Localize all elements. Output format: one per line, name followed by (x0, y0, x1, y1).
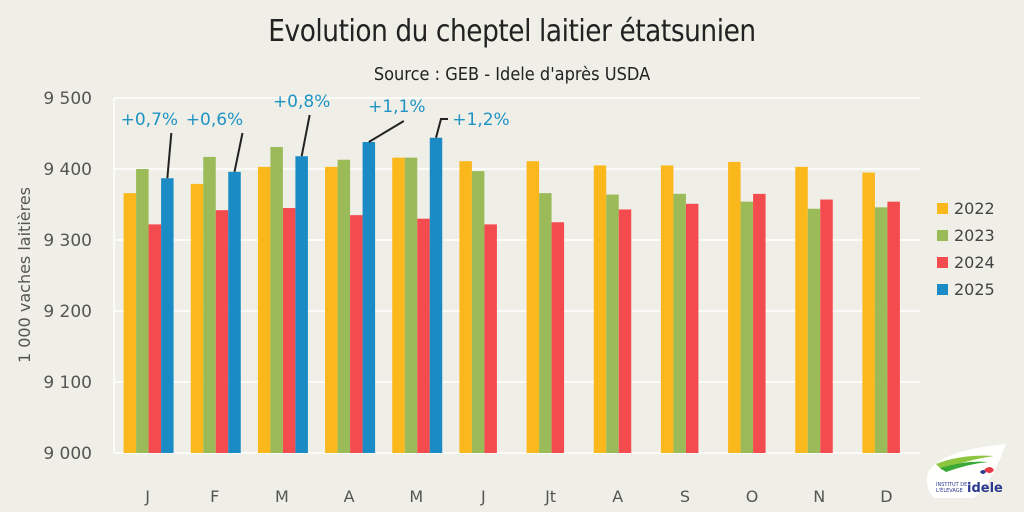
legend-swatch-2022 (937, 203, 948, 214)
annotation-leader-line (300, 114, 311, 157)
bar-2024-10 (820, 199, 833, 453)
x-tick-label: N (813, 487, 825, 506)
x-tick-label: M (275, 487, 289, 506)
bar-2024-11 (887, 201, 900, 453)
bar-2022-11 (862, 172, 875, 454)
bar-2024-4 (417, 218, 430, 453)
bar-2023-0 (136, 169, 149, 453)
bar-2022-5 (459, 161, 472, 453)
x-tick-label: D (880, 487, 892, 506)
bar-2023-1 (203, 156, 216, 453)
y-tick-label: 9 500 (43, 89, 92, 109)
bar-2024-3 (350, 215, 363, 453)
idele-logo: INSTITUT DE L'ÉLEVAGE idele (926, 444, 1006, 498)
legend: 2022 2023 2024 2025 (937, 199, 995, 299)
bar-2024-0 (148, 224, 162, 453)
bar-2022-0 (123, 193, 137, 453)
bar-2022-1 (190, 183, 204, 453)
bar-2023-10 (807, 208, 821, 453)
bar-2025-4 (429, 137, 443, 453)
bar-2025-1 (228, 171, 241, 453)
bar-2023-3 (337, 159, 351, 453)
x-tick-label: F (210, 487, 219, 506)
legend-label: 2025 (954, 280, 995, 299)
y-tick-label: 9 000 (43, 444, 92, 464)
x-tick-label: M (409, 487, 423, 506)
bar-2022-9 (728, 161, 741, 453)
logo-text-line2: L'ÉLEVAGE (936, 486, 963, 494)
bar-2024-5 (484, 224, 497, 453)
y-tick-label: 9 200 (43, 302, 92, 322)
bar-2023-11 (874, 207, 888, 453)
bar-2022-4 (392, 157, 405, 453)
bar-2024-1 (215, 210, 229, 453)
bar-2023-6 (539, 193, 552, 453)
y-axis-ticks: 9 000 9 100 9 200 9 300 9 400 9 500 (43, 89, 92, 464)
chart-title: Evolution du cheptel laitier étatsunien (268, 14, 756, 49)
bar-2023-7 (606, 194, 619, 453)
x-tick-label: Jt (544, 487, 556, 506)
legend-swatch-2025 (937, 284, 948, 295)
annotation-label: +1,1% (368, 97, 425, 117)
bar-2022-6 (526, 161, 540, 453)
bar-2023-4 (404, 157, 418, 453)
legend-label: 2024 (954, 253, 995, 272)
bar-2024-2 (282, 208, 296, 453)
annotation-leader-line (233, 132, 244, 173)
annotation-label: +1,2% (452, 110, 509, 130)
logo-brand: idele (967, 481, 1003, 496)
bar-2023-2 (270, 146, 283, 454)
annotation-label: +0,7% (121, 110, 178, 130)
x-tick-label: A (344, 487, 355, 506)
gridlines (113, 97, 920, 454)
x-tick-label: J (144, 487, 150, 506)
annotation-leader-line (435, 118, 448, 139)
annotation-leader-line (368, 120, 405, 143)
chart-subtitle: Source : GEB - Idele d'après USDA (373, 64, 651, 85)
bar-2023-9 (740, 201, 754, 453)
x-tick-label: A (612, 487, 623, 506)
legend-swatch-2024 (937, 257, 948, 268)
bar-2024-6 (551, 222, 565, 453)
x-tick-label: O (746, 487, 759, 506)
logo-text-line1: INSTITUT DE (936, 482, 967, 488)
bar-2022-3 (325, 166, 338, 453)
annotation-label: +0,6% (186, 110, 243, 130)
bar-2022-7 (593, 165, 607, 453)
y-tick-label: 9 100 (43, 373, 92, 393)
bar-2023-5 (471, 171, 485, 453)
bars (123, 137, 900, 454)
legend-swatch-2023 (937, 230, 948, 241)
bar-2025-2 (295, 156, 308, 453)
annotation-label: +0,8% (273, 92, 330, 112)
y-axis-label: 1 000 vaches laitières (15, 187, 34, 363)
annotation-leader-line (166, 132, 173, 179)
x-tick-label: S (680, 487, 690, 506)
x-axis-labels: J F M A M J Jt A S O N D (144, 487, 892, 506)
annotations: +0,7% +0,6% +0,8% +1,1% +1,2% (121, 92, 510, 179)
bar-2024-9 (753, 193, 766, 453)
bar-2022-8 (660, 165, 674, 453)
bar-2025-3 (362, 142, 376, 453)
bar-2022-10 (795, 166, 808, 453)
bar-2025-0 (161, 178, 174, 454)
bar-2023-8 (673, 193, 686, 453)
bar-2022-2 (257, 166, 271, 453)
legend-label: 2023 (954, 226, 995, 245)
x-tick-label: J (480, 487, 486, 506)
bar-2024-7 (618, 209, 632, 453)
legend-label: 2022 (954, 199, 995, 218)
y-tick-label: 9 300 (43, 231, 92, 251)
bar-2024-8 (685, 203, 699, 453)
y-tick-label: 9 400 (43, 160, 92, 180)
